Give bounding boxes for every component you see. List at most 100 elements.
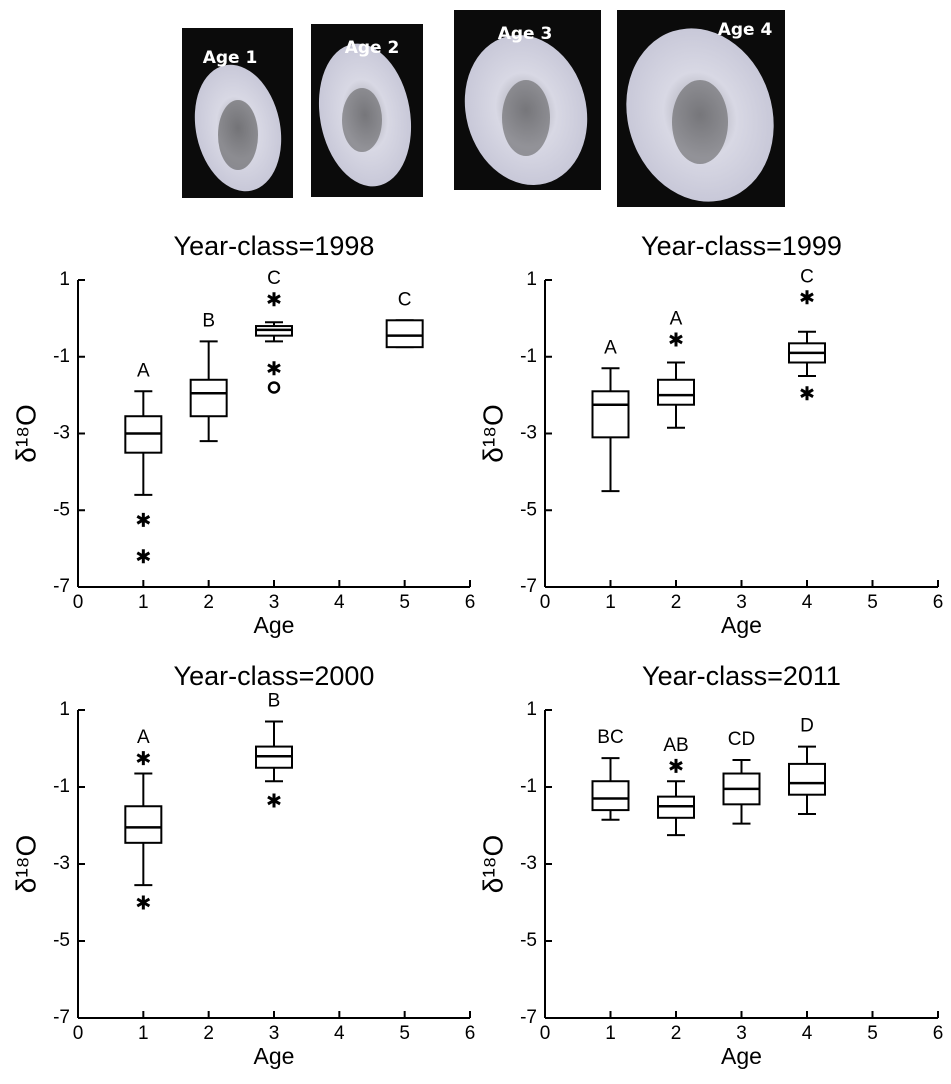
x-tick-label: 0 (540, 1023, 551, 1044)
x-tick-label: 2 (203, 592, 214, 613)
group-label: AB (663, 735, 688, 756)
y-axis-label: δ¹⁸O (477, 404, 508, 463)
x-tick-label: 6 (465, 592, 476, 613)
photo: Age 2 (311, 24, 423, 197)
x-tick-label: 5 (399, 592, 410, 613)
photo-label: Age 3 (498, 24, 553, 44)
x-tick-label: 6 (933, 592, 944, 613)
x-tick-label: 5 (399, 1023, 410, 1044)
group-label: A (670, 308, 683, 329)
group-label: C (267, 268, 281, 289)
chart-title: Year-class=2011 (642, 661, 841, 691)
x-tick-label: 1 (605, 1023, 616, 1044)
chart-title: Year-class=1998 (174, 231, 375, 261)
chart-title: Year-class=2000 (174, 661, 375, 691)
x-tick-label: 0 (540, 592, 551, 613)
x-axis-label: Age (721, 1043, 762, 1069)
y-tick-label: -5 (53, 499, 70, 520)
outlier (800, 386, 814, 401)
outlier (136, 751, 151, 766)
box (788, 762, 826, 796)
x-tick-label: 1 (138, 1023, 149, 1044)
y-tick-label: 1 (526, 269, 537, 290)
photo: Age 3 (454, 10, 601, 190)
x-tick-label: 6 (933, 1023, 944, 1044)
group-label: C (800, 266, 814, 287)
y-tick-label: -5 (520, 930, 537, 951)
x-tick-label: 3 (736, 592, 747, 613)
outlier (267, 361, 281, 376)
y-tick-label: -7 (53, 576, 70, 597)
group-label: B (268, 691, 281, 712)
x-tick-label: 5 (867, 592, 878, 613)
box (591, 390, 630, 439)
y-tick-label: 1 (59, 699, 70, 720)
group-label: C (398, 289, 412, 310)
x-tick-label: 0 (73, 592, 84, 613)
x-tick-label: 5 (867, 1023, 878, 1044)
x-tick-label: 2 (203, 1023, 214, 1044)
y-tick-label: 1 (526, 699, 537, 720)
outlier (136, 895, 151, 910)
group-label: A (137, 727, 150, 748)
y-tick-label: -1 (53, 776, 70, 797)
y-axis-label: δ¹⁸O (10, 404, 41, 463)
y-tick-label: -1 (53, 346, 70, 367)
box (189, 378, 228, 418)
group-label: D (800, 716, 814, 737)
outlier (800, 290, 814, 305)
y-tick-label: -7 (520, 1007, 537, 1028)
x-tick-label: 4 (802, 592, 813, 613)
outlier (267, 793, 281, 808)
group-label: A (137, 360, 150, 381)
photo-label: Age 2 (345, 38, 400, 58)
x-tick-label: 3 (736, 1023, 747, 1044)
outlier (669, 758, 683, 773)
x-tick-label: 2 (671, 1023, 682, 1044)
x-tick-label: 1 (605, 592, 616, 613)
group-label: CD (728, 729, 755, 750)
y-tick-label: -3 (53, 853, 70, 874)
photo-label: Age 1 (203, 48, 258, 68)
photo: Age 4 (617, 10, 785, 207)
y-tick-label: -7 (53, 1007, 70, 1028)
photo: Age 1 (182, 28, 293, 198)
outlier (669, 332, 683, 347)
box (385, 319, 424, 349)
group-label: A (604, 337, 617, 358)
outlier (267, 292, 281, 307)
outlier (136, 512, 151, 527)
box-plot: Year-class=1999 Age δ¹⁸O -7 -5 -3 -1 1 0 1 2 3 4 5 6 A A… (477, 231, 943, 638)
x-tick-label: 4 (334, 592, 345, 613)
y-tick-label: -1 (520, 346, 537, 367)
x-tick-label: 6 (465, 1023, 476, 1044)
x-tick-label: 2 (671, 592, 682, 613)
x-tick-label: 1 (138, 592, 149, 613)
y-tick-label: 1 (59, 269, 70, 290)
box-plot: Year-class=1998 Age δ¹⁸O -7 -5 -3 -1 1 0 1 2 3 4 5 6 A B… (10, 231, 475, 638)
y-tick-label: -1 (520, 776, 537, 797)
outlier (136, 549, 151, 564)
x-axis-label: Age (254, 612, 295, 638)
y-axis-label: δ¹⁸O (477, 835, 508, 894)
x-tick-label: 4 (802, 1023, 813, 1044)
box-plot: Year-class=2000 Age δ¹⁸O -7 -5 -3 -1 1 0 1 2 3 4 5 6 A B (10, 661, 475, 1069)
y-tick-label: -5 (520, 499, 537, 520)
box-plot: Year-class=2011 Age δ¹⁸O -7 -5 -3 -1 1 0 1 2 3 4 5 6 BC… (477, 661, 943, 1069)
x-tick-label: 3 (269, 1023, 280, 1044)
group-label: BC (597, 727, 623, 748)
y-tick-label: -3 (53, 423, 70, 444)
y-tick-label: -3 (520, 853, 537, 874)
box (124, 805, 163, 844)
y-axis-label: δ¹⁸O (10, 835, 41, 894)
x-tick-label: 0 (73, 1023, 84, 1044)
outlier (267, 381, 281, 394)
box (591, 780, 630, 812)
chart-title: Year-class=1999 (641, 231, 842, 261)
x-axis-label: Age (721, 612, 762, 638)
group-label: B (202, 310, 215, 331)
photo-label: Age 4 (718, 20, 773, 40)
x-tick-label: 3 (269, 592, 280, 613)
